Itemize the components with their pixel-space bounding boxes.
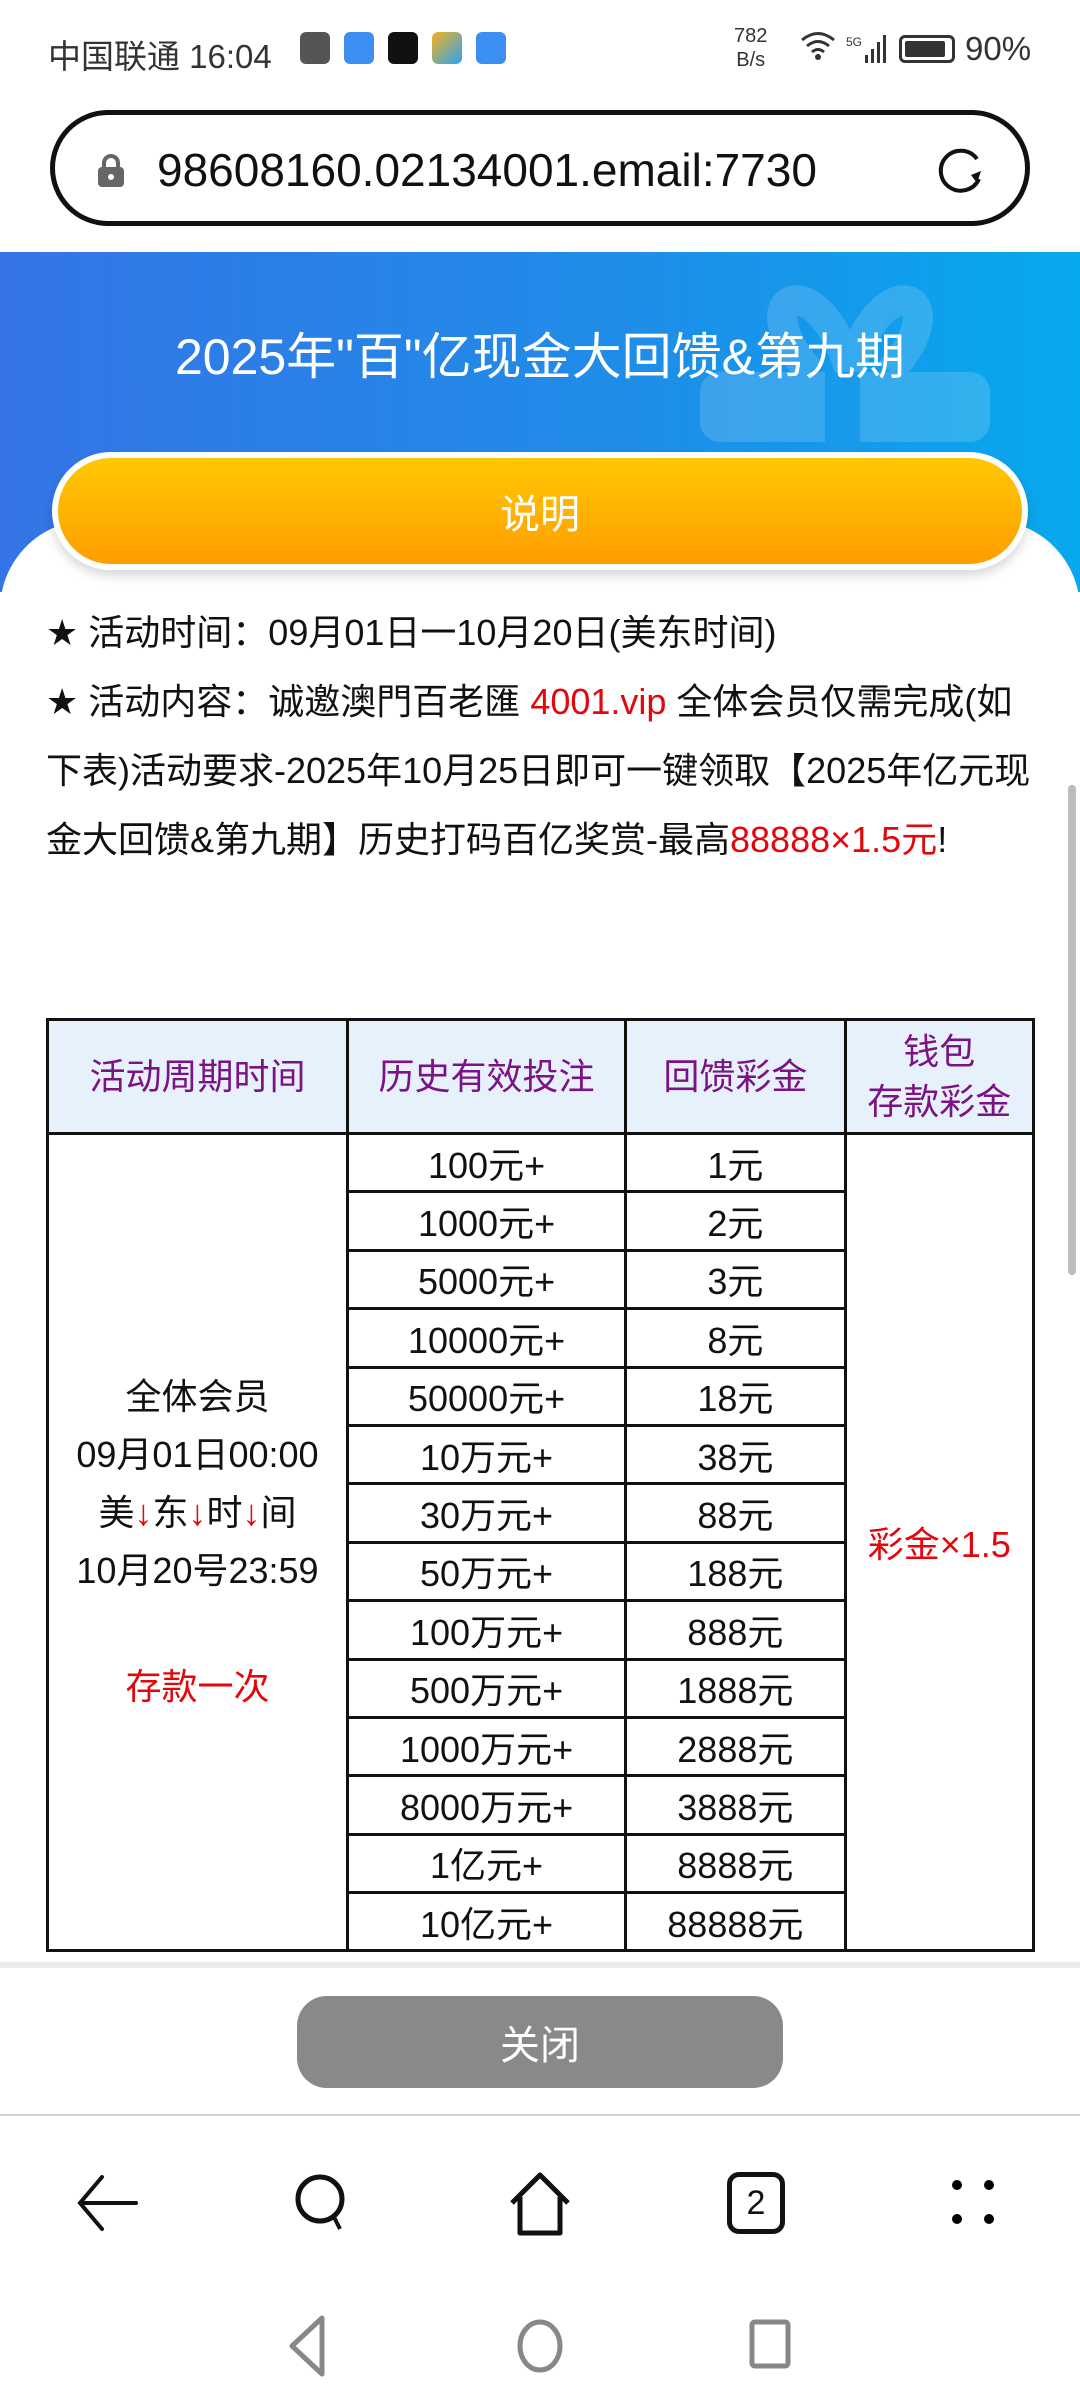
bet-cell: 100元+ xyxy=(345,1131,628,1194)
notification-icons xyxy=(300,32,506,64)
activity-content: ★ 活动内容：诚邀澳門百老匯 4001.vip 全体会员仅需完成(如下表)活动要… xyxy=(46,681,1031,860)
system-recents-icon[interactable] xyxy=(740,2310,800,2380)
activity-description: ★ 活动时间：09月01日一10月20日(美东时间) ★ 活动内容：诚邀澳門百老… xyxy=(46,598,1036,874)
table-row: 1000元+ 2元 xyxy=(48,1190,1034,1252)
wifi-icon xyxy=(800,30,836,68)
system-nav-bar xyxy=(0,2290,1080,2400)
reward-table: 活动周期时间 历史有效投注 回馈彩金 钱包 存款彩金 全体会员 09月01日00:0… xyxy=(46,1018,1036,1953)
carrier-time: 中国联通 16:04 xyxy=(48,38,272,75)
scrollbar[interactable] xyxy=(1068,785,1076,1275)
table-row: 5000元+ 3元 xyxy=(48,1248,1034,1311)
tabs-button[interactable]: 2 xyxy=(716,2163,796,2243)
signal-icon: 5G xyxy=(846,35,889,63)
bonus-cell: 1元 xyxy=(624,1131,847,1194)
weather-icon xyxy=(344,32,374,64)
bet-cell: 1亿元+ xyxy=(345,1832,628,1895)
cloud-icon xyxy=(476,32,506,64)
bonus-cell: 3元 xyxy=(624,1248,847,1311)
bet-cell: 50000元+ xyxy=(345,1365,628,1427)
status-bar: 中国联通 16:04 782 B/s 5G 90% xyxy=(0,0,1080,105)
pinwheel-icon xyxy=(432,32,462,64)
bonus-cell: 3888元 xyxy=(624,1774,847,1836)
bet-cell: 50万元+ xyxy=(345,1540,628,1603)
bonus-cell: 18元 xyxy=(624,1365,847,1427)
moji-icon xyxy=(388,32,418,64)
bonus-cell: 88元 xyxy=(624,1482,847,1544)
system-home-icon[interactable] xyxy=(510,2310,570,2380)
bonus-cell: 2元 xyxy=(624,1190,847,1252)
search-icon[interactable] xyxy=(282,2163,362,2243)
table-row: 30万元+ 88元 xyxy=(48,1482,1034,1544)
bet-cell: 1000元+ xyxy=(345,1190,628,1252)
bet-cell: 30万元+ xyxy=(345,1482,628,1544)
bonus-cell: 188元 xyxy=(624,1540,847,1603)
header-bet: 历史有效投注 xyxy=(345,1018,628,1135)
bet-cell: 10亿元+ xyxy=(345,1891,628,1953)
table-header: 活动周期时间 历史有效投注 回馈彩金 钱包 存款彩金 xyxy=(46,1018,1036,1135)
net-speed: 782 B/s xyxy=(734,25,768,71)
reload-icon[interactable] xyxy=(933,143,989,199)
table-row: 10000元+ 8元 xyxy=(48,1307,1034,1369)
battery-percent: 90% xyxy=(965,30,1032,67)
table-row: 1000万元+ 2888元 xyxy=(48,1715,1034,1778)
bonus-cell: 1888元 xyxy=(624,1657,847,1719)
address-bar[interactable]: 98608160.02134001.email:7730 xyxy=(50,110,1030,226)
lock-icon xyxy=(98,154,124,187)
table-row: 10亿元+ 88888元 xyxy=(48,1891,1034,1953)
page-title: 2025年"百"亿现金大回馈&第九期 xyxy=(174,329,906,385)
table-row: 100万元+ 888元 xyxy=(48,1599,1034,1661)
url-text[interactable]: 98608160.02134001.email:7730 xyxy=(157,144,817,196)
home-icon[interactable] xyxy=(500,2163,580,2243)
site-link[interactable]: 4001.vip xyxy=(530,681,667,722)
footer-bar: 关闭 xyxy=(0,1962,1080,2116)
bet-cell: 500万元+ xyxy=(345,1657,628,1719)
header-wallet: 钱包 存款彩金 xyxy=(843,1018,1036,1135)
bet-cell: 10万元+ xyxy=(345,1423,628,1486)
header-period: 活动周期时间 xyxy=(46,1018,349,1135)
bet-cell: 10000元+ xyxy=(345,1307,628,1369)
bet-cell: 1000万元+ xyxy=(345,1715,628,1778)
activity-time: ★ 活动时间：09月01日一10月20日(美东时间) xyxy=(46,612,777,653)
back-icon[interactable] xyxy=(68,2163,148,2243)
upload-icon xyxy=(300,32,330,64)
bet-cell: 5000元+ xyxy=(345,1248,628,1311)
bet-cell: 8000万元+ xyxy=(345,1774,628,1836)
close-button[interactable]: 关闭 xyxy=(297,1996,783,2088)
bonus-cell: 888元 xyxy=(624,1599,847,1661)
header-bonus: 回馈彩金 xyxy=(624,1018,847,1135)
system-back-icon[interactable] xyxy=(280,2310,340,2380)
wallet-bonus-cell: 彩金×1.5 xyxy=(843,1131,1036,1953)
bonus-cell: 38元 xyxy=(624,1423,847,1486)
bonus-cell: 8元 xyxy=(624,1307,847,1369)
table-row: 50000元+ 18元 xyxy=(48,1365,1034,1427)
tabs-icon: 2 xyxy=(727,2172,785,2234)
bonus-cell: 8888元 xyxy=(624,1832,847,1895)
period-cell: 全体会员 09月01日00:00 美↓东↓时↓间 10月20号23:59 存款一次 xyxy=(46,1131,349,1953)
table-row: 1亿元+ 8888元 xyxy=(48,1832,1034,1895)
table-row: 500万元+ 1888元 xyxy=(48,1657,1034,1719)
menu-icon[interactable] xyxy=(933,2163,1013,2243)
table-row: 50万元+ 188元 xyxy=(48,1540,1034,1603)
table-row: 全体会员 09月01日00:00 美↓东↓时↓间 10月20号23:59 存款一次… xyxy=(46,1131,1036,1953)
bonus-cell: 88888元 xyxy=(624,1891,847,1953)
bonus-cell: 2888元 xyxy=(624,1715,847,1778)
browser-nav-bar: 2 xyxy=(0,2118,1080,2288)
explain-button[interactable]: 说明 xyxy=(52,452,1028,570)
battery-icon xyxy=(899,35,956,63)
bet-cell: 100万元+ xyxy=(345,1599,628,1661)
table-row: 10万元+ 38元 xyxy=(48,1423,1034,1486)
table-row: 8000万元+ 3888元 xyxy=(48,1774,1034,1836)
